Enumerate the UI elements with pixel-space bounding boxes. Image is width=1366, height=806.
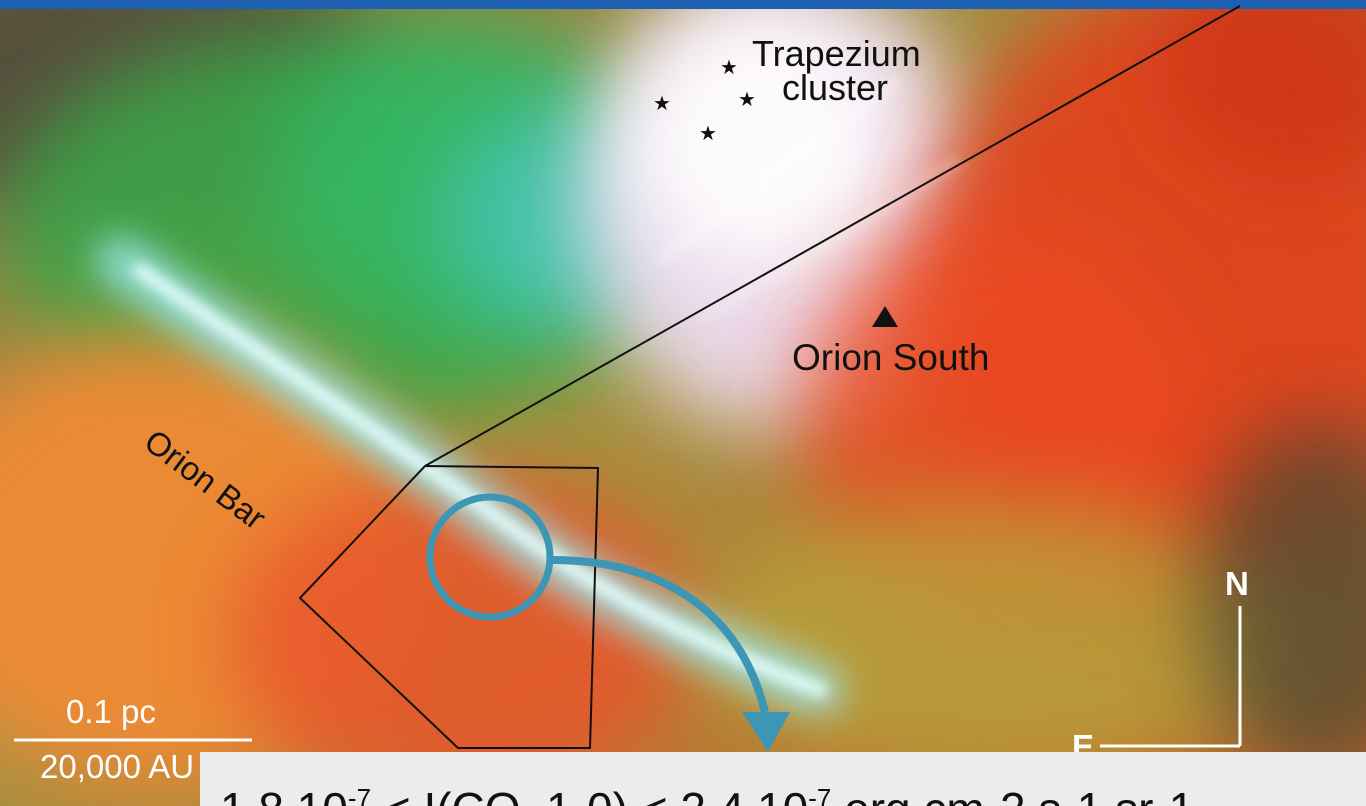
orion-south-label: Orion South (792, 337, 989, 378)
cluster-label: cluster (782, 67, 888, 108)
svg-text:★: ★ (720, 57, 738, 79)
svg-text:★: ★ (699, 123, 717, 145)
svg-text:★: ★ (738, 89, 756, 111)
caption-exp-high: -7 (808, 783, 832, 806)
caption-exp-low: -7 (347, 783, 372, 806)
orion-south-triangle (872, 306, 898, 327)
diagonal-line (424, 5, 1241, 467)
intensity-caption: 1.8 10-7 < I(CO, 1-0) < 2.4 10-7 erg cm-… (200, 752, 1366, 806)
arrow-head (742, 712, 790, 752)
caption-unit: erg cm-2 s-1 sr-1 (831, 783, 1194, 806)
scale-bar-pc-label: 0.1 pc (66, 693, 156, 730)
compass (1100, 606, 1242, 748)
top-band (0, 0, 1366, 9)
region-circle-marker (426, 493, 554, 621)
compass-north-label: N (1225, 565, 1249, 602)
field-of-view-outline (298, 464, 600, 749)
caption-coef-low: 1.8 10 (220, 783, 348, 806)
curved-arrow (551, 556, 769, 713)
scale-bar-au-label: 20,000 AU (40, 748, 194, 785)
trapezium-stars: ★ ★ ★ ★ (653, 57, 756, 145)
intensity-caption-text: 1.8 10-7 < I(CO, 1-0) < 2.4 10-7 erg cm-… (220, 785, 1194, 806)
caption-middle: < I(CO, 1-0) < 2.4 10 (371, 783, 808, 806)
svg-text:★: ★ (653, 93, 671, 115)
trapezium-label: Trapezium (752, 33, 921, 74)
